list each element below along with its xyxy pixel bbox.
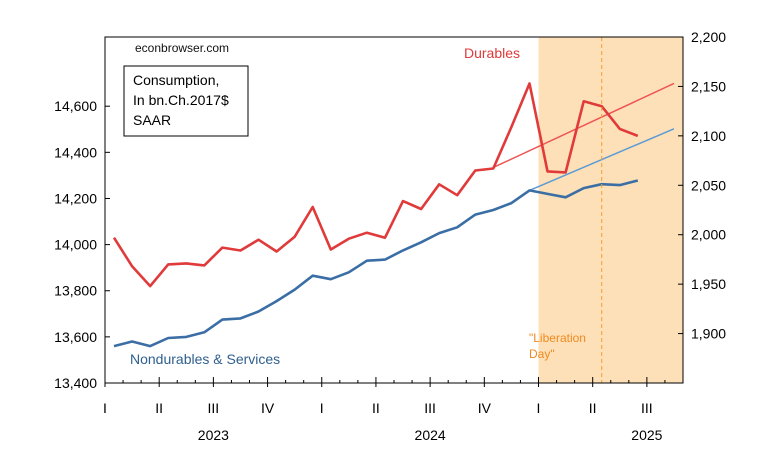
nondurables-services-line: [113, 179, 639, 348]
right-axis-tick-label: 2,200: [691, 29, 726, 45]
quarter-label: II: [155, 400, 163, 416]
right-axis-tick-label: 2,050: [691, 177, 726, 193]
left-axis-tick-label: 13,400: [54, 375, 97, 391]
left-axis-tick-label: 13,800: [54, 283, 97, 299]
quarter-label: II: [589, 400, 597, 416]
left-axis-tick-label: 14,000: [54, 237, 97, 253]
right-axis-tick-label: 2,100: [691, 128, 726, 144]
right-axis-tick-label: 1,950: [691, 276, 726, 292]
right-axis-tick-label: 1,900: [691, 326, 726, 342]
left-axis-tick-label: 13,600: [54, 329, 97, 345]
quarter-label: IV: [261, 400, 275, 416]
left-axis-tick-label: 14,200: [54, 190, 97, 206]
durables-line: [112, 82, 639, 288]
quarter-label: III: [208, 400, 220, 416]
quarter-label: III: [641, 400, 653, 416]
nondurables-services-label: Nondurables & Services: [130, 351, 280, 367]
annotation-line-2: Day": [529, 347, 555, 361]
title-line-2: In bn.Ch.2017$: [133, 92, 229, 108]
right-axis-tick-label: 2,000: [691, 227, 726, 243]
left-axis-tick-label: 14,400: [54, 144, 97, 160]
left-axis-tick-label: 14,600: [54, 98, 97, 114]
quarter-label: I: [103, 400, 107, 416]
shaded-period: [538, 37, 683, 383]
source-label: econbrowser.com: [135, 41, 229, 55]
year-label: 2024: [415, 427, 446, 443]
quarter-label: I: [320, 400, 324, 416]
trend-line-1: [493, 82, 675, 169]
quarter-label: III: [424, 400, 436, 416]
title-box: Consumption, In bn.Ch.2017$ SAAR: [123, 65, 249, 137]
title-line-1: Consumption,: [133, 72, 219, 88]
year-label: 2023: [198, 427, 229, 443]
right-axis-tick-label: 2,150: [691, 78, 726, 94]
quarter-label: I: [537, 400, 541, 416]
annotation-line-1: "Liberation: [529, 331, 586, 345]
quarter-label: IV: [478, 400, 492, 416]
year-label: 2025: [631, 427, 662, 443]
title-line-3: SAAR: [133, 112, 171, 128]
quarter-label: II: [372, 400, 380, 416]
durables-label: Durables: [464, 45, 520, 61]
